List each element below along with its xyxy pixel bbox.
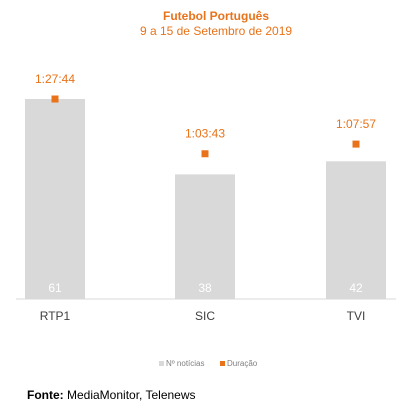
bar-value-label: 38 [198, 281, 212, 295]
category-label: SIC [195, 309, 215, 323]
bar-value-label: 61 [48, 281, 62, 295]
bar-rtp1 [25, 99, 85, 299]
legend-noticias-swatch [159, 361, 164, 366]
category-label: TVI [347, 309, 366, 323]
legend-duracao-swatch [220, 361, 225, 366]
bar-sic [175, 174, 235, 299]
chart-subtitle: 9 a 15 de Setembro de 2019 [140, 24, 292, 38]
duration-label: 1:27:44 [35, 72, 75, 86]
chart-title: Futebol Português [163, 9, 269, 23]
legend-noticias-text: Nº notícias [166, 359, 205, 368]
duration-label: 1:03:43 [185, 127, 225, 141]
source-label: Fonte: [27, 388, 64, 402]
bar-value-label: 42 [349, 281, 363, 295]
category-label: RTP1 [40, 309, 71, 323]
duration-marker [352, 140, 360, 148]
duration-marker [201, 150, 209, 158]
duration-label: 1:07:57 [336, 117, 376, 131]
legend-duracao-text: Duração [227, 359, 258, 368]
duration-marker [51, 95, 59, 103]
bar-tvi [326, 161, 386, 299]
source-note: Fonte: MediaMonitor, Telenews [27, 388, 196, 402]
source-text: MediaMonitor, Telenews [67, 388, 196, 402]
